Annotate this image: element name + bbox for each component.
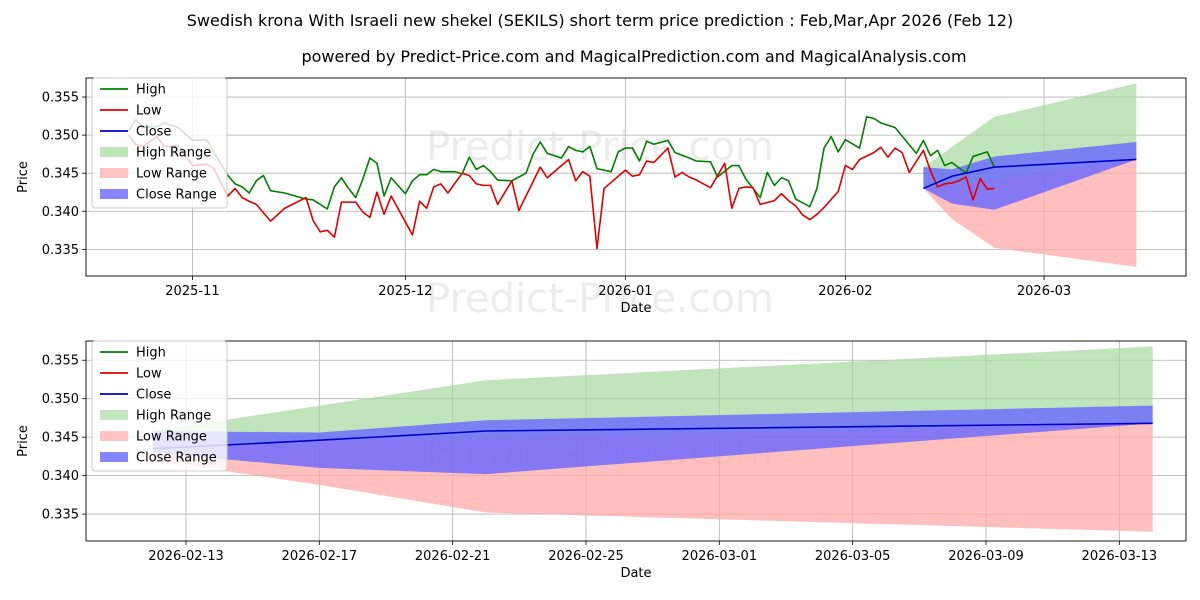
chart-title: Swedish krona With Israeli new shekel (S…	[187, 11, 1013, 30]
legend-label-low_range: Low Range	[136, 167, 207, 182]
legend-label-high: High	[136, 346, 166, 361]
high-line	[127, 116, 996, 210]
y-axis-label: Price	[16, 425, 31, 457]
legend-label-high: High	[136, 83, 166, 98]
legend-label-low: Low	[136, 367, 162, 382]
x-tick-label: 2026-02	[818, 284, 872, 299]
y-tick-label: 0.335	[42, 508, 79, 523]
legend-swatch-close_range	[100, 189, 128, 199]
y-tick-label: 0.345	[42, 167, 79, 182]
axes-frame	[85, 77, 1187, 277]
x-tick-label: 2026-03-05	[815, 549, 891, 564]
legend-swatch-low_range	[100, 431, 128, 441]
y-tick-label: 0.340	[42, 205, 79, 220]
legend-label-low_range: Low Range	[136, 430, 207, 445]
chart-subtitle: powered by Predict-Price.com and Magical…	[301, 47, 966, 66]
y-tick-label: 0.355	[42, 354, 79, 369]
x-tick-label: 2025-11	[165, 284, 219, 299]
x-tick-label: 2026-02-17	[282, 549, 358, 564]
y-tick-label: 0.350	[42, 129, 79, 144]
x-tick-label: 2025-12	[378, 284, 432, 299]
legend-swatch-close_range	[100, 452, 128, 462]
plot-area	[127, 83, 1137, 267]
close-range-band	[923, 141, 1137, 210]
close-forecast-line	[923, 158, 1137, 190]
low-line	[127, 134, 995, 250]
x-axis-label: Date	[620, 301, 651, 316]
y-tick-label: 0.350	[42, 392, 79, 407]
x-tick-label: 2026-01	[598, 284, 652, 299]
legend-label-close_range: Close Range	[136, 188, 217, 203]
y-axis-label: Price	[16, 161, 31, 193]
y-tick-label: 0.345	[42, 431, 79, 446]
axes-frame	[85, 340, 1187, 542]
close-forecast-line	[152, 422, 1153, 450]
x-tick-label: 2026-02-21	[415, 549, 491, 564]
x-axis-label: Date	[620, 566, 651, 581]
x-tick-label: 2026-03-13	[1082, 549, 1158, 564]
legend-swatch-low_range	[100, 168, 128, 178]
x-tick-label: 2026-02-13	[148, 549, 224, 564]
legend-label-high_range: High Range	[136, 146, 211, 161]
legend-label-close: Close	[136, 388, 171, 403]
panel-forecast-zoom: Predict-Price.com2026-02-132026-02-17202…	[16, 340, 1187, 581]
legend-label-close: Close	[136, 125, 171, 140]
x-tick-label: 2026-03	[1017, 284, 1071, 299]
y-tick-label: 0.335	[42, 243, 79, 258]
x-tick-label: 2026-02-25	[548, 549, 624, 564]
legend-label-close_range: Close Range	[136, 451, 217, 466]
y-tick-label: 0.355	[42, 91, 79, 106]
x-tick-label: 2026-03-01	[682, 549, 758, 564]
close-range-band	[152, 405, 1153, 475]
legend-swatch-high_range	[100, 410, 128, 420]
plot-area	[152, 346, 1153, 532]
y-tick-label: 0.340	[42, 469, 79, 484]
x-tick-label: 2026-03-09	[948, 549, 1024, 564]
legend-label-high_range: High Range	[136, 409, 211, 424]
legend-label-low: Low	[136, 104, 162, 119]
watermark-text: Predict-Price.com	[426, 276, 774, 322]
legend-swatch-high_range	[100, 147, 128, 157]
watermark-text: Predict-Price.com	[426, 124, 774, 170]
panel-full-history: Predict-Price.comPredict-Price.com2025-1…	[16, 77, 1187, 322]
